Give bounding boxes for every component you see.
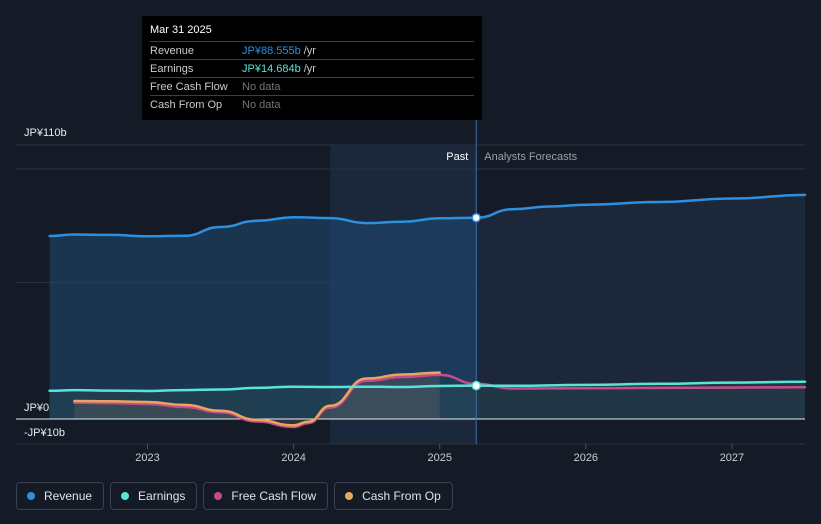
earnings-area xyxy=(49,381,806,419)
tooltip-row-unit: /yr xyxy=(303,62,316,75)
tooltip-row: Free Cash Flow No data xyxy=(150,77,474,95)
legend-label: Free Cash Flow xyxy=(231,489,317,503)
past-label: Past xyxy=(446,151,468,163)
y-tick-label-0: JP¥0 xyxy=(24,402,49,414)
tooltip-row-label: Revenue xyxy=(150,44,195,57)
revenue-line xyxy=(48,193,807,238)
legend: Revenue Earnings Free Cash Flow Cash From O… xyxy=(16,482,453,512)
free-cash-flow-line xyxy=(73,373,807,429)
legend-label: Earnings xyxy=(138,489,186,503)
x-tick-label-2024: 2024 xyxy=(281,452,305,464)
tooltip-row-value: JP¥88.555b xyxy=(242,44,301,57)
y-tick-label-110: JP¥110b xyxy=(24,127,67,139)
x-tick-label-2025: 2025 xyxy=(427,452,451,464)
tooltip-date: Mar 31 2025 xyxy=(150,24,212,36)
x-tick-label-2027: 2027 xyxy=(720,452,744,464)
tooltip-row: Revenue JP¥88.555b/yr xyxy=(150,41,474,59)
tooltip-row-label: Earnings xyxy=(150,62,194,75)
revenue-area-forecast xyxy=(476,194,805,419)
y-tick-label-neg10: -JP¥10b xyxy=(24,427,65,439)
earnings-marker xyxy=(471,380,481,391)
earnings-line xyxy=(48,380,807,393)
legend-label: Revenue xyxy=(44,489,93,503)
tooltip-row-label: Cash From Op xyxy=(150,98,223,111)
legend-dot-icon xyxy=(121,492,130,500)
tooltip: Mar 31 2025 Revenue JP¥88.555b/yr Earnings… xyxy=(142,16,482,120)
tooltip-row-value: JP¥14.684b xyxy=(242,62,301,75)
tooltip-row-value: No data xyxy=(242,80,281,93)
tooltip-row-label: Free Cash Flow xyxy=(150,80,228,93)
tooltip-row-unit: /yr xyxy=(303,44,316,57)
tooltip-row: Earnings JP¥14.684b/yr xyxy=(150,59,474,77)
forecast-label: Analysts Forecasts xyxy=(484,151,577,163)
x-tick-label-2026: 2026 xyxy=(574,452,598,464)
legend-dot-icon xyxy=(214,492,223,500)
legend-item-cash-from-op[interactable]: Cash From Op xyxy=(334,482,453,510)
cash-from-op-line xyxy=(73,371,441,427)
legend-label: Cash From Op xyxy=(362,489,441,503)
tooltip-row: Cash From Op No data xyxy=(150,95,474,113)
legend-dot-icon xyxy=(345,492,354,500)
legend-item-earnings[interactable]: Earnings xyxy=(110,482,198,510)
legend-dot-icon xyxy=(27,492,35,500)
revenue-area-past xyxy=(49,217,477,419)
cash-from-op-area xyxy=(74,372,440,426)
legend-item-free-cash-flow[interactable]: Free Cash Flow xyxy=(203,482,329,510)
x-tick-label-2023: 2023 xyxy=(135,452,159,464)
legend-item-revenue[interactable]: Revenue xyxy=(16,482,105,510)
tooltip-row-value: No data xyxy=(242,98,281,111)
revenue-marker xyxy=(471,212,481,223)
